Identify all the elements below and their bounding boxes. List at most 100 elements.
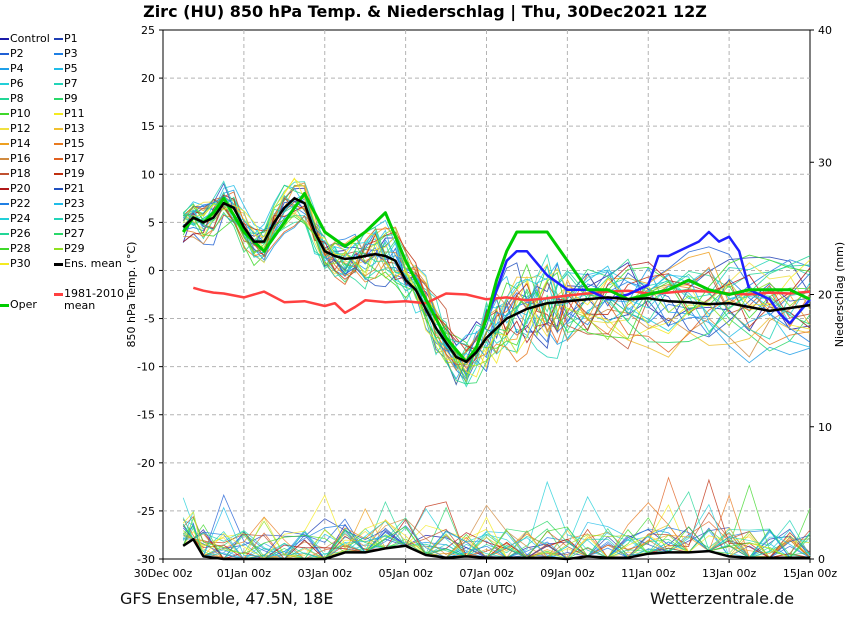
legend-label: 1981-2010: [64, 287, 124, 300]
legend-swatch: [54, 233, 63, 235]
legend-swatch: [54, 68, 63, 70]
legend-label: P16: [10, 152, 31, 165]
legend-swatch: [54, 158, 63, 160]
precip-member-line: [183, 524, 810, 560]
precip-member-line: [182, 490, 811, 560]
legend-swatch: [0, 263, 9, 265]
legend-label: Oper: [10, 298, 37, 311]
y2-tick-label: 10: [818, 421, 832, 434]
legend-item: P4: [0, 63, 24, 75]
legend-swatch: [54, 188, 63, 190]
precip-member-line: [182, 507, 811, 560]
legend-label: P9: [64, 92, 78, 105]
legend-label: P3: [64, 47, 78, 60]
legend-item: P14: [0, 138, 31, 150]
legend-swatch: [54, 53, 63, 55]
legend-label: P29: [64, 242, 85, 255]
legend-label: P28: [10, 242, 31, 255]
legend-swatch: [0, 128, 9, 130]
legend-item: P2: [0, 48, 24, 60]
legend-swatch: [54, 143, 63, 145]
y2-tick-label: 20: [818, 289, 832, 302]
legend-label: P2: [10, 47, 24, 60]
legend-swatch: [0, 188, 9, 190]
legend-swatch: [0, 173, 9, 175]
y-tick-label: 20: [141, 72, 155, 85]
y-tick-label: -15: [137, 409, 155, 422]
legend-item: P13: [54, 123, 85, 135]
legend-item: P27: [54, 228, 85, 240]
legend-label: P18: [10, 167, 31, 180]
y2-tick-label: 30: [818, 156, 832, 169]
x-tick-label: 07Jan 00z: [459, 567, 513, 580]
member-line: [182, 216, 811, 379]
x-tick-label: 13Jan 00z: [702, 567, 756, 580]
y-tick-label: 25: [141, 24, 155, 37]
x-axis-label: Date (UTC): [456, 583, 516, 596]
legend-swatch: [54, 38, 63, 40]
legend-item: P20: [0, 183, 31, 195]
legend-item: P28: [0, 243, 31, 255]
legend-item: P22: [0, 198, 31, 210]
y-tick-label: -5: [144, 313, 155, 326]
legend-swatch: [0, 68, 9, 70]
climate-mean-line: [192, 286, 811, 315]
x-tick-label: 11Jan 00z: [621, 567, 675, 580]
y-tick-label: 15: [141, 120, 155, 133]
legend-item: P5: [54, 63, 78, 75]
legend-item: P17: [54, 153, 85, 165]
legend-item: Oper: [0, 299, 37, 311]
legend-swatch: [0, 143, 9, 145]
legend-label: P1: [64, 32, 78, 45]
legend-label: P15: [64, 137, 85, 150]
x-tick-label: 01Jan 00z: [217, 567, 271, 580]
legend-label: P12: [10, 122, 31, 135]
legend-label: P27: [64, 227, 85, 240]
legend-swatch: [54, 248, 63, 250]
legend-item: P3: [54, 48, 78, 60]
y-tick-label: 0: [148, 264, 155, 277]
precip-member-line: [183, 519, 810, 560]
chart-title: Zirc (HU) 850 hPa Temp. & Niederschlag |…: [143, 2, 707, 21]
legend-item: P8: [0, 93, 24, 105]
ens-mean-line: [182, 197, 811, 364]
legend-label: P10: [10, 107, 31, 120]
y-tick-label: -25: [137, 505, 155, 518]
legend-item: P24: [0, 213, 31, 225]
y2-axis-label: Niederschlag (mm): [833, 242, 846, 347]
legend-label: P19: [64, 167, 85, 180]
legend-label: Control: [10, 32, 50, 45]
legend-label: P13: [64, 122, 85, 135]
y-tick-label: -30: [137, 553, 155, 566]
legend-swatch: [54, 292, 63, 296]
legend-item: P9: [54, 93, 78, 105]
legend-swatch: [54, 98, 63, 100]
legend-swatch: [0, 233, 9, 235]
legend-item: P23: [54, 198, 85, 210]
legend-label: P8: [10, 92, 24, 105]
x-tick-label: 09Jan 00z: [540, 567, 594, 580]
y-tick-label: -20: [137, 457, 155, 470]
legend-item: P19: [54, 168, 85, 180]
legend-item: P15: [54, 138, 85, 150]
legend-item: 1981-2010: [54, 288, 124, 300]
legend-swatch: [54, 128, 63, 130]
legend-item: Ens. mean: [54, 258, 122, 270]
legend-label: P11: [64, 107, 85, 120]
legend-swatch: [0, 158, 9, 160]
y2-tick-label: 40: [818, 24, 832, 37]
member-line: [182, 177, 811, 378]
member-line: [183, 182, 811, 372]
legend-swatch: [0, 98, 9, 100]
legend-item: P6: [0, 78, 24, 90]
legend-item: P11: [54, 108, 85, 120]
x-tick-label: 15Jan 00z: [783, 567, 837, 580]
legend-swatch: [0, 203, 9, 205]
legend-swatch: [0, 303, 9, 307]
legend-item: P25: [54, 213, 85, 225]
precip-member-line: [182, 511, 811, 560]
legend-swatch: [54, 218, 63, 220]
precip-members: [182, 476, 811, 560]
legend-item: P10: [0, 108, 31, 120]
